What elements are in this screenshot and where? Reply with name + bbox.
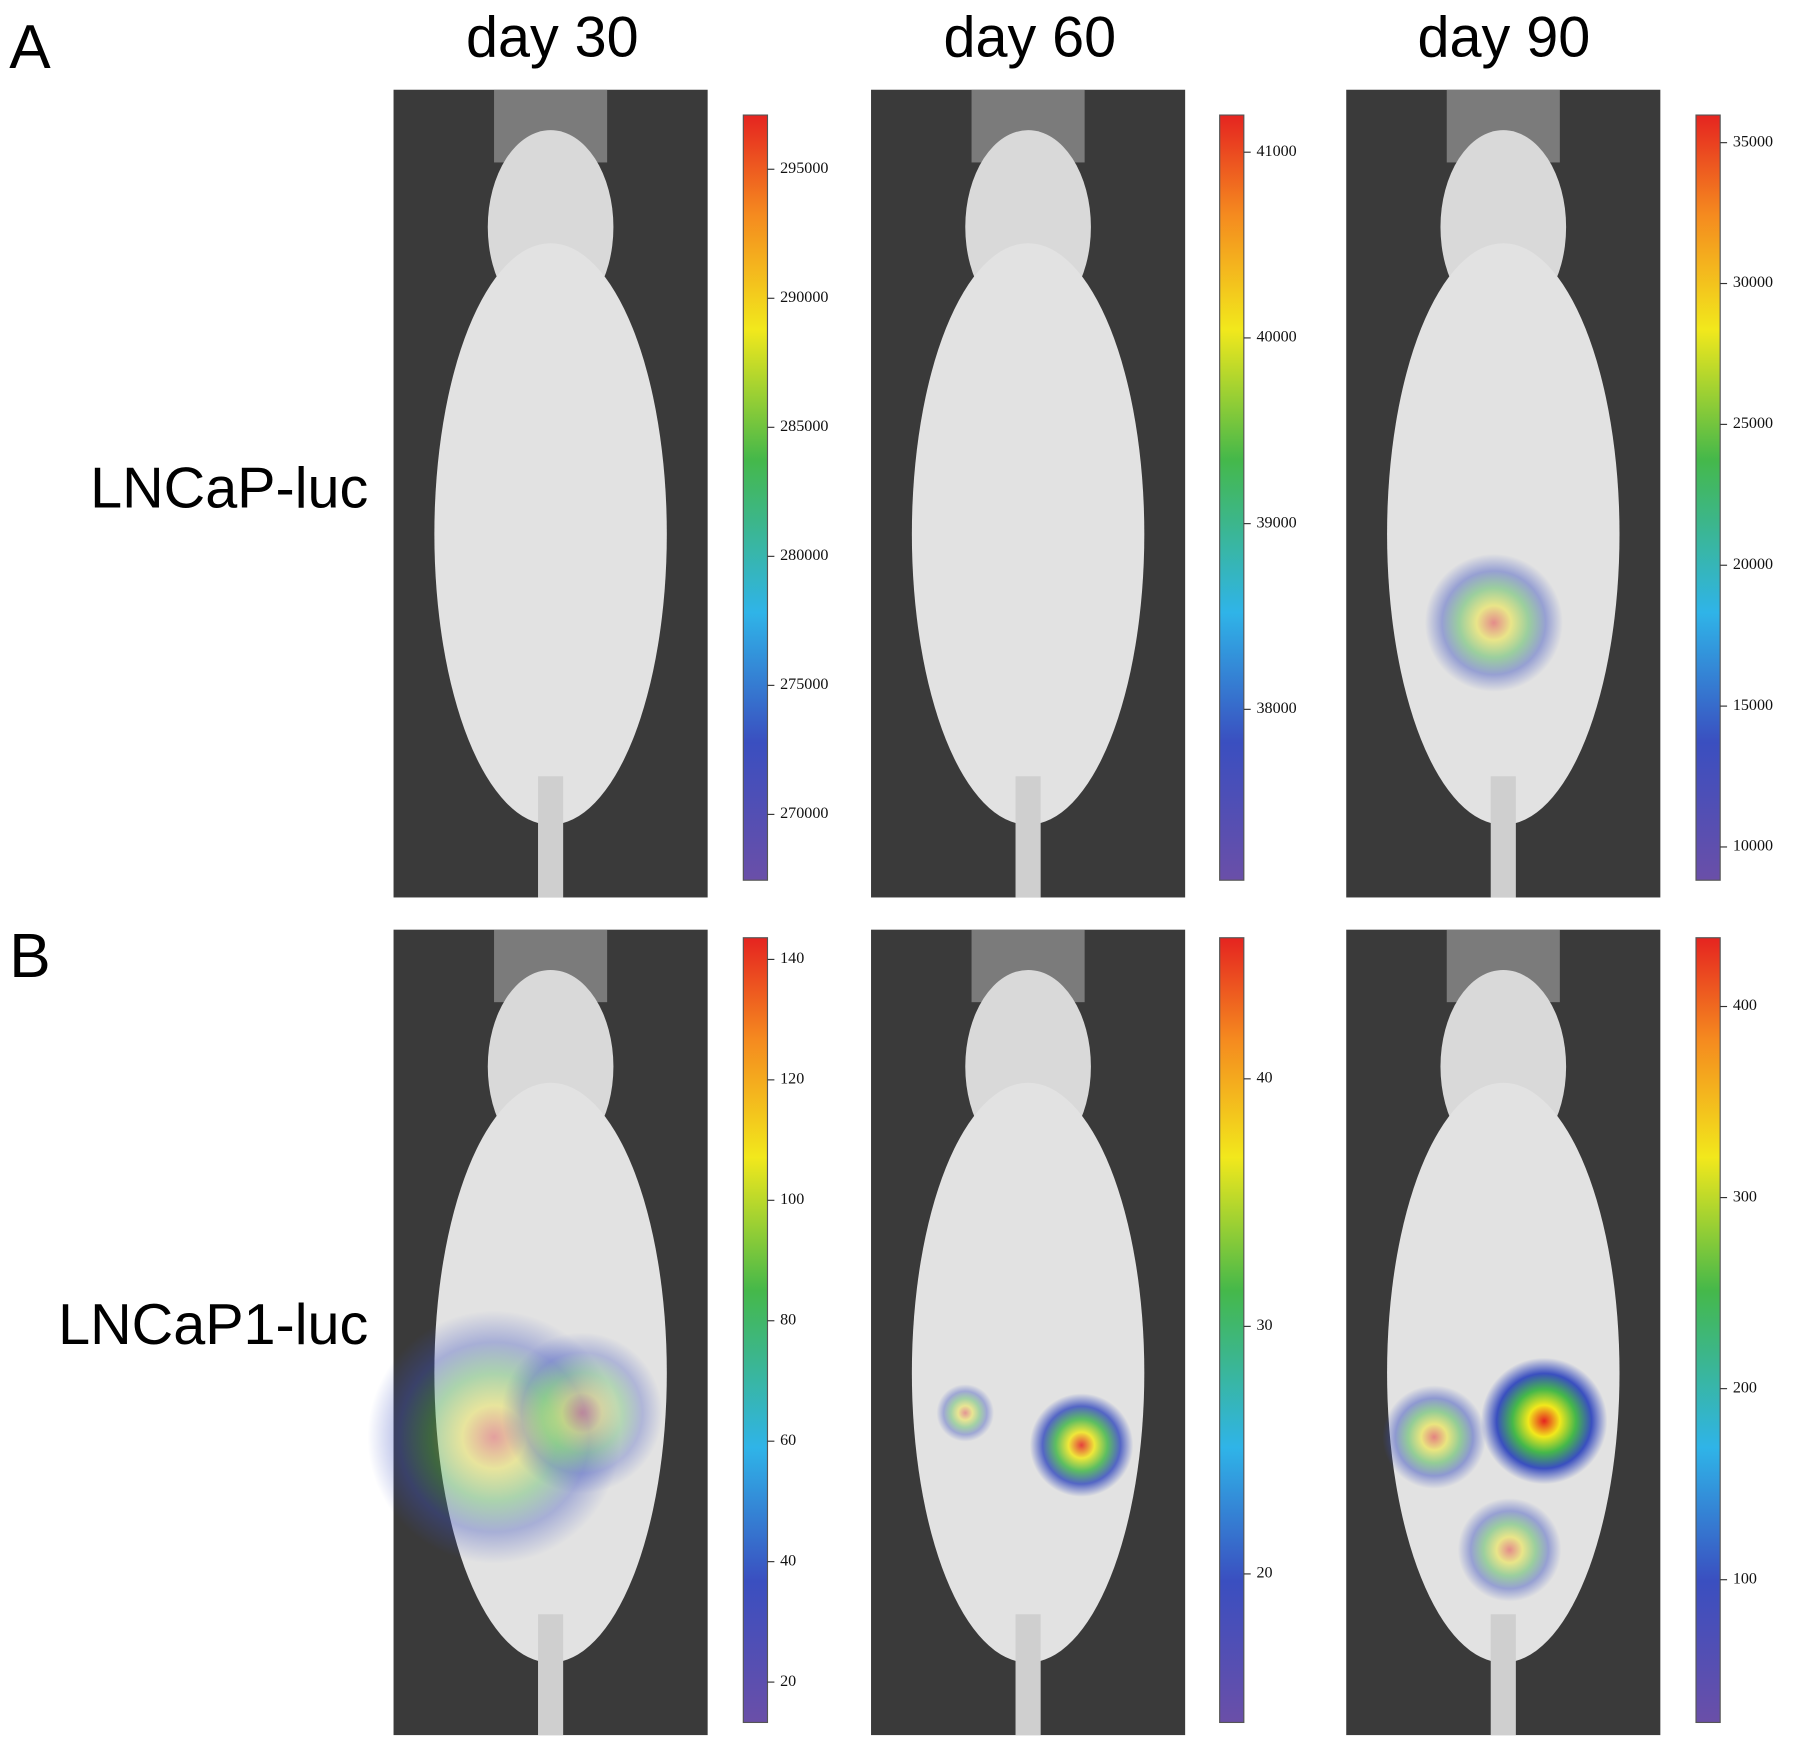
column-header: day 60 xyxy=(943,6,1116,70)
colorbar-tick-label: 40 xyxy=(780,1552,796,1569)
mouse-body xyxy=(1387,243,1620,825)
signal-spot xyxy=(936,1384,995,1442)
signal-spot xyxy=(1457,1498,1562,1602)
colorbar xyxy=(1219,114,1245,881)
column-header: day 90 xyxy=(1418,6,1591,70)
colorbar-tick-label: 275000 xyxy=(780,676,828,693)
colorbar-tick-label: 40 xyxy=(1256,1070,1272,1087)
colorbar-tick-label: 10000 xyxy=(1733,838,1773,855)
colorbar-tick-label: 30000 xyxy=(1733,274,1773,291)
mouse-image xyxy=(393,89,708,898)
mouse-tail xyxy=(1490,776,1516,898)
mouse-body xyxy=(434,243,667,825)
colorbar-tick-label: 39000 xyxy=(1256,514,1296,531)
colorbar-tick-label: 20 xyxy=(1256,1565,1272,1582)
colorbar-tick-label: 280000 xyxy=(780,547,828,564)
colorbar-tick-label: 400 xyxy=(1733,997,1757,1014)
signal-spot xyxy=(1382,1385,1486,1489)
mouse-tail xyxy=(1015,776,1041,898)
mouse-body xyxy=(911,243,1145,825)
colorbar-tick-label: 120 xyxy=(780,1071,804,1088)
colorbar-tick-label: 20000 xyxy=(1733,556,1773,573)
column-header: day 30 xyxy=(466,6,639,70)
panel-label: B xyxy=(9,922,50,991)
colorbar-tick-label: 100 xyxy=(1733,1570,1757,1587)
colorbar xyxy=(1695,937,1721,1724)
colorbar-tick-label: 80 xyxy=(780,1311,796,1328)
colorbar-tick-label: 15000 xyxy=(1733,697,1773,714)
colorbar-tick-label: 35000 xyxy=(1733,133,1773,150)
colorbar-tick-label: 100 xyxy=(780,1191,804,1208)
mouse-tail xyxy=(538,776,564,898)
colorbar-tick-label: 290000 xyxy=(780,289,828,306)
mouse-image xyxy=(871,929,1186,1736)
colorbar xyxy=(1219,937,1245,1724)
colorbar-tick-label: 25000 xyxy=(1733,415,1773,432)
mouse-tail xyxy=(1015,1614,1041,1736)
mouse-tail xyxy=(1490,1614,1516,1736)
row-label: LNCaP1-luc xyxy=(58,1293,368,1357)
colorbar-tick-label: 270000 xyxy=(780,805,828,822)
colorbar-tick-label: 140 xyxy=(780,950,804,967)
colorbar-tick-label: 20 xyxy=(780,1673,796,1690)
colorbar xyxy=(742,114,769,881)
signal-spot xyxy=(1029,1393,1134,1497)
colorbar xyxy=(1695,114,1721,881)
colorbar-tick-label: 200 xyxy=(1733,1379,1757,1396)
colorbar-tick-label: 38000 xyxy=(1256,700,1296,717)
colorbar-tick-label: 295000 xyxy=(780,160,828,177)
colorbar xyxy=(742,937,769,1724)
colorbar-tick-label: 60 xyxy=(780,1432,796,1449)
signal-spot xyxy=(501,1332,663,1494)
colorbar-tick-label: 30 xyxy=(1256,1317,1272,1334)
signal-spot xyxy=(1480,1357,1608,1485)
colorbar-tick-label: 40000 xyxy=(1256,329,1296,346)
mouse-tail xyxy=(538,1614,564,1736)
mouse-image xyxy=(367,929,708,1736)
row-label: LNCaP-luc xyxy=(90,457,368,521)
mouse-body xyxy=(911,1082,1145,1663)
colorbar-tick-label: 300 xyxy=(1733,1188,1757,1205)
colorbar-tick-label: 41000 xyxy=(1256,143,1296,160)
signal-spot xyxy=(1424,553,1563,692)
colorbar-tick-label: 285000 xyxy=(780,418,828,435)
panel-label: A xyxy=(9,13,51,82)
mouse-image xyxy=(1346,929,1661,1736)
mouse-image xyxy=(1346,89,1661,898)
mouse-image xyxy=(871,89,1186,898)
